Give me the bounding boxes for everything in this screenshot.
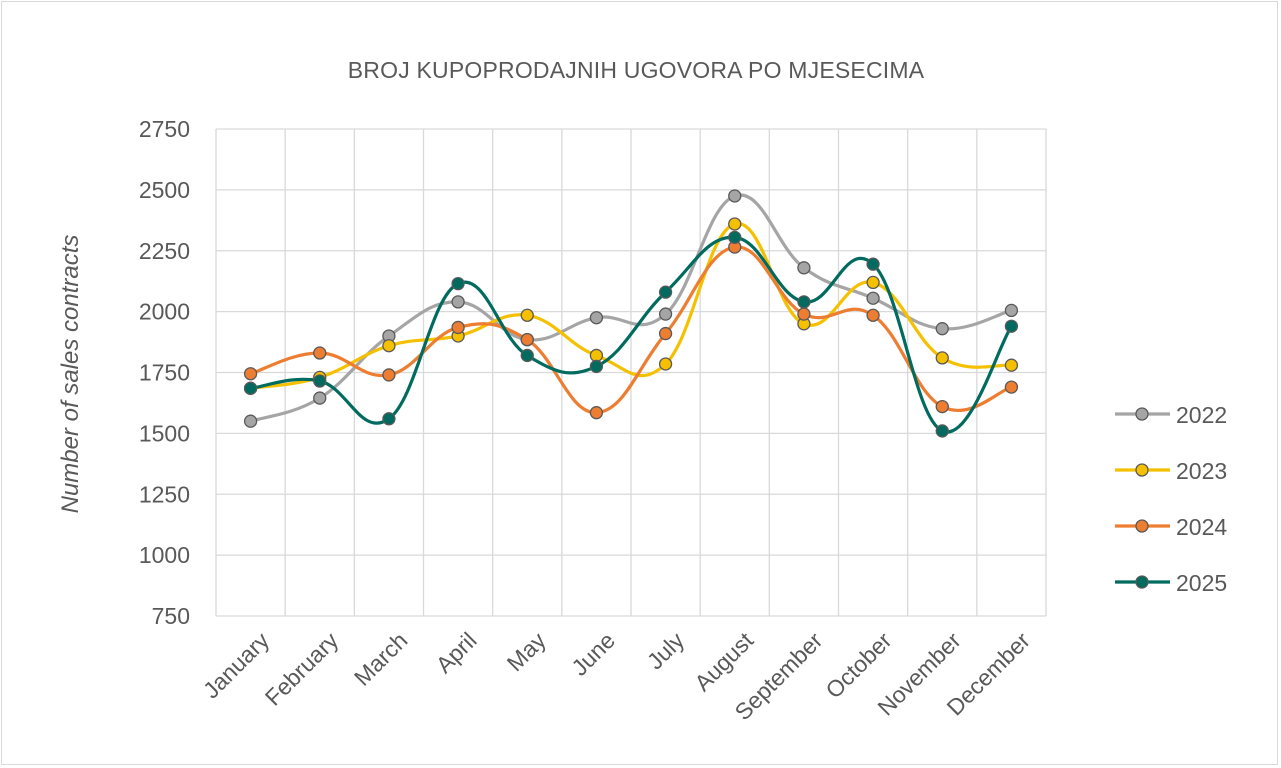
data-point [935, 322, 949, 336]
y-tick-label: 2250 [139, 238, 190, 264]
legend-label: 2025 [1176, 570, 1227, 596]
data-point [935, 399, 949, 414]
y-tick-label: 2500 [139, 177, 190, 203]
data-point [243, 367, 258, 381]
series-lines [243, 189, 1019, 438]
legend-marker [1135, 463, 1149, 477]
y-tick-label: 1750 [139, 360, 190, 386]
x-tick-label: August [689, 627, 758, 696]
data-point [658, 285, 673, 299]
x-tick-label: April [431, 627, 482, 678]
chart-title: BROJ KUPOPRODAJNIH UGOVORA PO MJESECIMA [348, 57, 925, 83]
legend-item-2024: 2024 [1115, 514, 1227, 540]
legend-item-2022: 2022 [1115, 402, 1227, 428]
data-point [866, 291, 880, 305]
data-point [520, 332, 534, 347]
data-point [1004, 303, 1019, 318]
x-tick-label: March [349, 627, 413, 691]
series-2025 [243, 230, 1019, 438]
series-2024 [243, 240, 1019, 420]
legend-marker [1135, 519, 1149, 533]
legend-label: 2022 [1176, 402, 1227, 428]
legend: 2022 2023 2024 2025 [1115, 402, 1227, 596]
x-tick-label: June [566, 627, 620, 681]
y-axis-label: Number of sales contracts [57, 235, 84, 514]
data-point [866, 308, 880, 322]
data-point [797, 261, 811, 275]
data-point [866, 257, 880, 271]
data-point [451, 295, 465, 309]
data-point [520, 308, 534, 322]
legend-item-2025: 2025 [1115, 570, 1227, 596]
legend-label: 2023 [1176, 458, 1227, 484]
data-point [451, 276, 465, 291]
data-point [382, 368, 396, 382]
data-point [589, 311, 604, 325]
y-tick-label: 750 [152, 603, 190, 629]
y-tick-label: 2000 [139, 299, 190, 325]
data-point [1004, 380, 1019, 394]
data-point [520, 348, 534, 363]
data-point [382, 339, 396, 353]
x-tick-label: July [642, 627, 690, 675]
y-tick-labels: 750 1000 1250 1500 1750 2000 2250 2500 2750 [139, 116, 190, 629]
data-point [589, 359, 604, 374]
data-point [866, 275, 880, 290]
legend-label: 2024 [1176, 514, 1227, 540]
data-point [658, 326, 673, 341]
data-point [797, 307, 811, 321]
x-tick-label: May [502, 627, 551, 676]
data-point [382, 412, 396, 426]
y-tick-label: 1500 [139, 420, 190, 446]
data-point [658, 357, 673, 371]
data-point [797, 295, 811, 309]
series-2022 [243, 189, 1019, 428]
data-point [451, 320, 465, 335]
data-point [243, 381, 258, 395]
data-point [243, 414, 258, 428]
legend-marker [1135, 575, 1149, 589]
data-point [728, 217, 742, 231]
data-point [935, 351, 949, 365]
y-tick-label: 1250 [139, 481, 190, 507]
data-point [1004, 319, 1019, 333]
y-tick-label: 2750 [139, 116, 190, 142]
x-tick-label: February [260, 627, 344, 711]
gridlines [215, 128, 1047, 617]
legend-item-2023: 2023 [1115, 458, 1227, 484]
data-point [728, 230, 742, 245]
data-point [313, 391, 327, 405]
data-point [1004, 358, 1019, 372]
data-point [313, 346, 327, 360]
data-point [935, 424, 949, 438]
y-tick-label: 1000 [139, 542, 190, 568]
data-point [728, 189, 742, 203]
legend-marker [1135, 407, 1149, 421]
data-point [313, 374, 327, 388]
data-point [589, 348, 604, 363]
data-point [658, 307, 673, 321]
data-point [589, 406, 604, 420]
